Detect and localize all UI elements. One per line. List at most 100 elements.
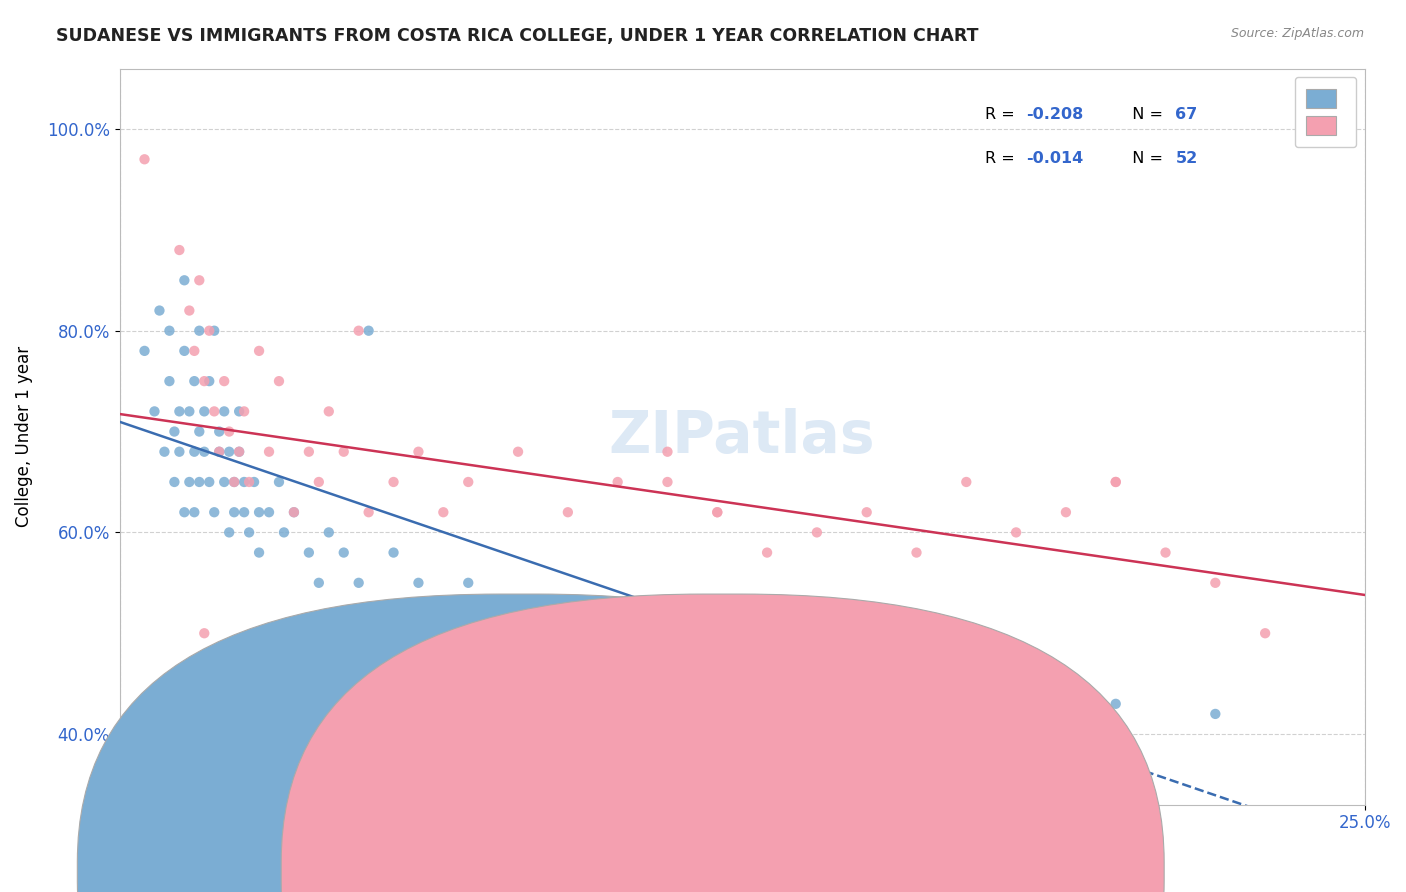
Text: -0.014: -0.014 xyxy=(1026,151,1083,166)
Point xyxy=(506,444,529,458)
Point xyxy=(905,676,928,690)
Text: R =: R = xyxy=(986,107,1019,121)
Text: Sudanese: Sudanese xyxy=(544,864,619,879)
Point xyxy=(267,475,290,489)
Point xyxy=(706,505,728,519)
Text: N =: N = xyxy=(1122,107,1168,121)
Point xyxy=(134,343,156,358)
Point xyxy=(208,444,231,458)
Point xyxy=(408,575,430,590)
Point xyxy=(298,444,321,458)
Point xyxy=(238,525,260,540)
Point xyxy=(233,505,256,519)
Point xyxy=(208,444,231,458)
Text: ZIPatlas: ZIPatlas xyxy=(609,409,876,465)
Point xyxy=(557,626,579,640)
Point xyxy=(257,505,280,519)
Point xyxy=(1254,626,1277,640)
Point xyxy=(188,273,211,287)
Point xyxy=(657,444,679,458)
Text: -0.208: -0.208 xyxy=(1026,107,1083,121)
Point xyxy=(382,545,405,559)
Point xyxy=(756,545,779,559)
Point xyxy=(157,374,180,388)
Point xyxy=(208,425,231,439)
Point xyxy=(163,425,186,439)
Point xyxy=(169,444,191,458)
Point xyxy=(218,444,240,458)
Point xyxy=(1154,545,1177,559)
Text: N =: N = xyxy=(1122,151,1168,166)
Point xyxy=(188,475,211,489)
Text: R =: R = xyxy=(986,151,1019,166)
Point xyxy=(233,404,256,418)
Point xyxy=(1005,525,1028,540)
Point xyxy=(169,243,191,257)
Point xyxy=(188,324,211,338)
Point xyxy=(273,525,295,540)
Point xyxy=(198,374,221,388)
Point xyxy=(202,404,225,418)
Point xyxy=(657,626,679,640)
Point xyxy=(157,324,180,338)
Point xyxy=(202,505,225,519)
Point xyxy=(143,404,166,418)
Text: SUDANESE VS IMMIGRANTS FROM COSTA RICA COLLEGE, UNDER 1 YEAR CORRELATION CHART: SUDANESE VS IMMIGRANTS FROM COSTA RICA C… xyxy=(56,27,979,45)
Text: Immigrants from Costa Rica: Immigrants from Costa Rica xyxy=(748,864,962,879)
Point xyxy=(457,475,479,489)
Point xyxy=(173,505,195,519)
Point xyxy=(1005,676,1028,690)
Point xyxy=(432,505,454,519)
Point xyxy=(332,545,354,559)
Point xyxy=(233,475,256,489)
Point xyxy=(193,404,215,418)
Point xyxy=(357,324,380,338)
Point xyxy=(183,374,205,388)
Point xyxy=(318,525,340,540)
Point xyxy=(212,475,235,489)
Point xyxy=(357,505,380,519)
Point xyxy=(1105,475,1128,489)
Point xyxy=(228,444,250,458)
Point xyxy=(198,324,221,338)
Point xyxy=(148,303,170,318)
Point xyxy=(1054,505,1077,519)
Point xyxy=(179,303,201,318)
Point xyxy=(706,647,728,661)
Point xyxy=(506,606,529,620)
Point xyxy=(224,505,246,519)
Point xyxy=(218,425,240,439)
Point xyxy=(163,475,186,489)
Point xyxy=(298,545,321,559)
Point xyxy=(257,444,280,458)
Point xyxy=(212,404,235,418)
Point xyxy=(855,505,877,519)
Point xyxy=(188,425,211,439)
Point xyxy=(198,475,221,489)
Point xyxy=(318,404,340,418)
Point xyxy=(228,444,250,458)
Point xyxy=(1105,697,1128,711)
Point xyxy=(955,475,977,489)
Point xyxy=(347,324,370,338)
Text: 52: 52 xyxy=(1175,151,1198,166)
Point xyxy=(169,404,191,418)
Point xyxy=(308,575,330,590)
Point xyxy=(457,575,479,590)
Point xyxy=(382,475,405,489)
Point xyxy=(432,606,454,620)
Y-axis label: College, Under 1 year: College, Under 1 year xyxy=(15,346,32,527)
Point xyxy=(212,374,235,388)
Point xyxy=(233,777,256,791)
Text: 67: 67 xyxy=(1175,107,1198,121)
Point xyxy=(806,647,828,661)
Point xyxy=(357,647,380,661)
Point xyxy=(308,475,330,489)
Point xyxy=(606,606,628,620)
Point xyxy=(1204,706,1226,721)
Point xyxy=(218,525,240,540)
Point xyxy=(332,444,354,458)
Point xyxy=(657,475,679,489)
Point xyxy=(173,343,195,358)
Point xyxy=(706,505,728,519)
